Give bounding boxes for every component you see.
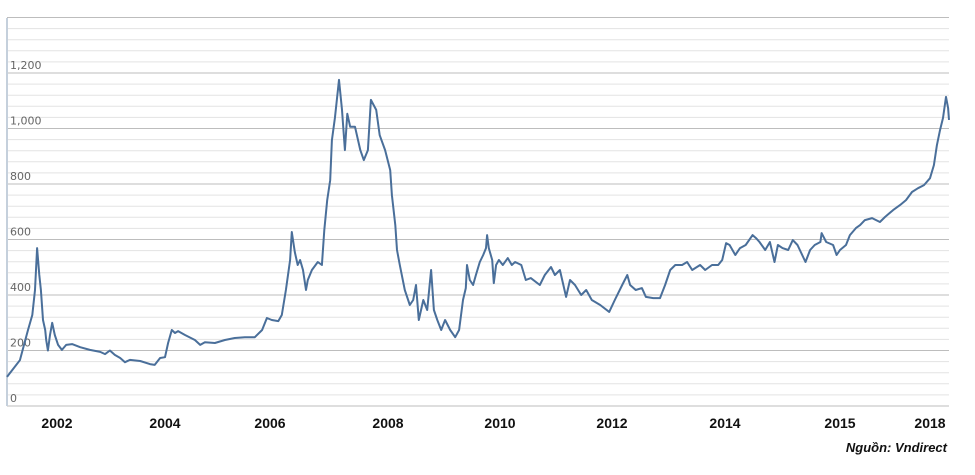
y-tick-label: 600: [10, 226, 31, 239]
x-axis-ticks: 2002 2004 2006 2008 2010 2012 2014 2015 2018: [41, 415, 945, 431]
x-tick-label: 2010: [484, 415, 515, 431]
y-tick-label: 800: [10, 170, 31, 183]
y-tick-label: 0: [10, 392, 17, 405]
x-tick-label: 2008: [372, 415, 403, 431]
y-tick-label: 200: [10, 337, 31, 350]
y-tick-label: 1,200: [10, 59, 42, 72]
x-tick-label: 2014: [709, 415, 740, 431]
x-tick-label: 2015: [824, 415, 855, 431]
x-tick-label: 2002: [41, 415, 72, 431]
x-tick-label: 2004: [149, 415, 180, 431]
x-tick-label: 2012: [596, 415, 627, 431]
x-tick-label: 2006: [254, 415, 285, 431]
gridlines: [7, 17, 949, 407]
y-axis-ticks: 0 200 400 600 800 1,000 1,200: [10, 59, 42, 405]
x-tick-label: 2018: [914, 415, 945, 431]
source-note: Nguồn: Vndirect: [845, 440, 947, 455]
y-tick-label: 1,000: [10, 115, 42, 128]
y-tick-label: 400: [10, 281, 31, 294]
series-line: [6, 78, 950, 378]
